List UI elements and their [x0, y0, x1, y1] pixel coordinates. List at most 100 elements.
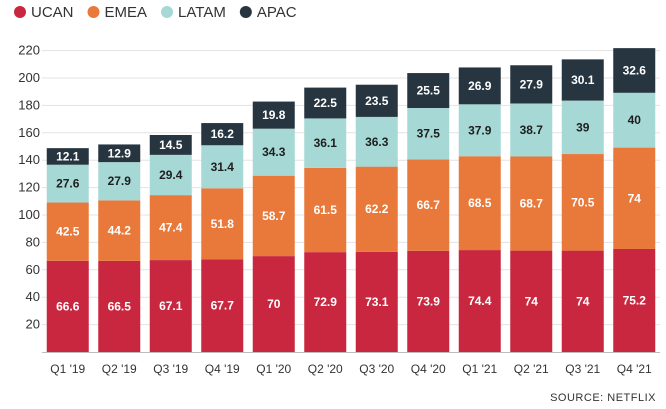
y-tick-label: 140 [18, 152, 40, 167]
bar-segment-apac [613, 48, 656, 93]
bar-segment-latam [407, 108, 450, 160]
y-tick-label: 60 [26, 262, 40, 277]
bar-segment-latam [355, 116, 398, 167]
bar-segment-emea [46, 202, 89, 261]
bar-segment-ucan [304, 252, 347, 352]
bar-stack: 67.1 47.4 29.4 14.5 [149, 134, 192, 352]
data-label-apac: 25.5 [417, 84, 441, 98]
bar-stack: 72.9 61.5 36.1 22.5 [304, 87, 347, 352]
data-label-latam: 37.5 [417, 127, 441, 141]
data-label-apac: 12.9 [108, 146, 132, 160]
y-tick-label: 180 [18, 97, 40, 112]
bar-segment-latam [613, 92, 656, 148]
bar-segment-emea [304, 167, 347, 253]
bar-segment-emea [201, 188, 244, 260]
bar-stack: 66.6 42.5 27.6 12.1 [46, 148, 89, 352]
y-tick-label: 200 [18, 70, 40, 85]
data-label-ucan: 72.9 [314, 295, 338, 309]
y-tick-label: 160 [18, 125, 40, 140]
bar-segment-latam [510, 103, 553, 157]
data-label-latam: 27.9 [108, 174, 132, 188]
data-label-latam: 27.6 [56, 177, 80, 191]
data-label-latam: 37.9 [468, 123, 492, 137]
data-label-apac: 32.6 [623, 63, 647, 77]
x-tick-label: Q4 '20 [411, 362, 446, 376]
x-tick-label: Q3 '20 [359, 362, 394, 376]
data-label-emea: 68.5 [468, 196, 492, 210]
bar-segment-emea [149, 195, 192, 261]
bar-stack: 75.2 74 40 32.6 [613, 48, 656, 352]
data-label-latam: 39 [576, 120, 590, 134]
bar-segment-ucan [201, 259, 244, 352]
legend-swatch-latam [161, 6, 174, 18]
data-label-ucan: 74 [576, 294, 590, 308]
x-tick-label: Q3 '21 [565, 362, 600, 376]
y-tick-label: 100 [18, 207, 40, 222]
bar-segment-apac [252, 101, 295, 129]
data-label-latam: 34.3 [262, 145, 286, 159]
bar-segment-apac [510, 65, 553, 104]
data-label-latam: 40 [628, 113, 642, 127]
bar-segment-ucan [458, 250, 501, 352]
data-label-ucan: 66.5 [108, 299, 132, 313]
x-tick-label: Q1 '21 [462, 362, 497, 376]
bar-segment-emea [458, 156, 501, 251]
bar-segment-latam [561, 100, 604, 155]
bar-segment-ucan [46, 260, 89, 352]
data-label-apac: 14.5 [159, 138, 183, 152]
data-label-ucan: 67.7 [211, 299, 235, 313]
bar-stack: 74 70.5 39 30.1 [561, 59, 604, 352]
bar-segment-emea [407, 159, 450, 251]
bar-segment-latam [46, 164, 89, 203]
bars: 66.6 42.5 27.6 12.1 66.5 44.2 27.9 12.9 67.1 47.4… [46, 48, 656, 352]
data-label-emea: 61.5 [314, 203, 338, 217]
bar-stack: 73.1 62.2 36.3 23.5 [355, 84, 398, 352]
data-label-apac: 26.9 [468, 79, 492, 93]
data-label-emea: 74 [628, 191, 642, 205]
y-axis: 20 40 60 80 100 120 140 160 180 200 220 [18, 43, 40, 332]
data-label-ucan: 74 [525, 294, 539, 308]
y-tick-label: 80 [26, 234, 40, 249]
data-label-latam: 36.1 [314, 136, 338, 150]
bar-segment-latam [458, 104, 501, 157]
data-label-ucan: 66.6 [56, 299, 80, 313]
bar-segment-ucan [355, 251, 398, 352]
data-label-apac: 23.5 [365, 94, 389, 108]
bar-segment-latam [98, 162, 141, 201]
legend-swatch-ucan [14, 6, 26, 18]
data-label-apac: 27.9 [520, 77, 544, 91]
data-label-ucan: 74.4 [468, 294, 492, 308]
legend-swatch-emea [87, 6, 100, 18]
y-tick-label: 120 [18, 180, 40, 195]
bar-segment-latam [304, 118, 347, 168]
bar-segment-ucan [407, 250, 450, 352]
x-tick-label: Q2 '21 [514, 362, 549, 376]
data-label-ucan: 67.1 [159, 299, 183, 313]
legend: UCAN EMEA LATAM APAC [14, 4, 297, 21]
data-label-emea: 51.8 [211, 217, 235, 231]
data-label-emea: 44.2 [108, 224, 132, 238]
data-label-ucan: 73.1 [365, 295, 389, 309]
y-tick-label: 40 [26, 289, 40, 304]
data-label-latam: 29.4 [159, 168, 183, 182]
x-tick-label: Q1 '19 [50, 362, 85, 376]
bar-segment-emea [252, 175, 295, 257]
legend-label-latam: LATAM [178, 4, 226, 21]
bar-segment-ucan [510, 250, 553, 352]
bar-segment-apac [149, 134, 192, 155]
bar-segment-ucan [252, 256, 295, 352]
bar-segment-latam [149, 154, 192, 196]
data-label-latam: 36.3 [365, 135, 389, 149]
data-label-apac: 19.8 [262, 108, 286, 122]
x-tick-label: Q4 '21 [617, 362, 652, 376]
bar-segment-latam [252, 128, 295, 176]
bar-stack: 74.4 68.5 37.9 26.9 [458, 67, 501, 352]
bar-segment-ucan [561, 250, 604, 352]
x-tick-label: Q4 '19 [205, 362, 240, 376]
data-label-emea: 70.5 [571, 195, 595, 209]
legend-label-ucan: UCAN [31, 4, 74, 21]
bar-stack: 66.5 44.2 27.9 12.9 [98, 144, 141, 352]
x-tick-label: Q1 '20 [256, 362, 291, 376]
bar-stack: 74 68.7 38.7 27.9 [510, 65, 553, 352]
